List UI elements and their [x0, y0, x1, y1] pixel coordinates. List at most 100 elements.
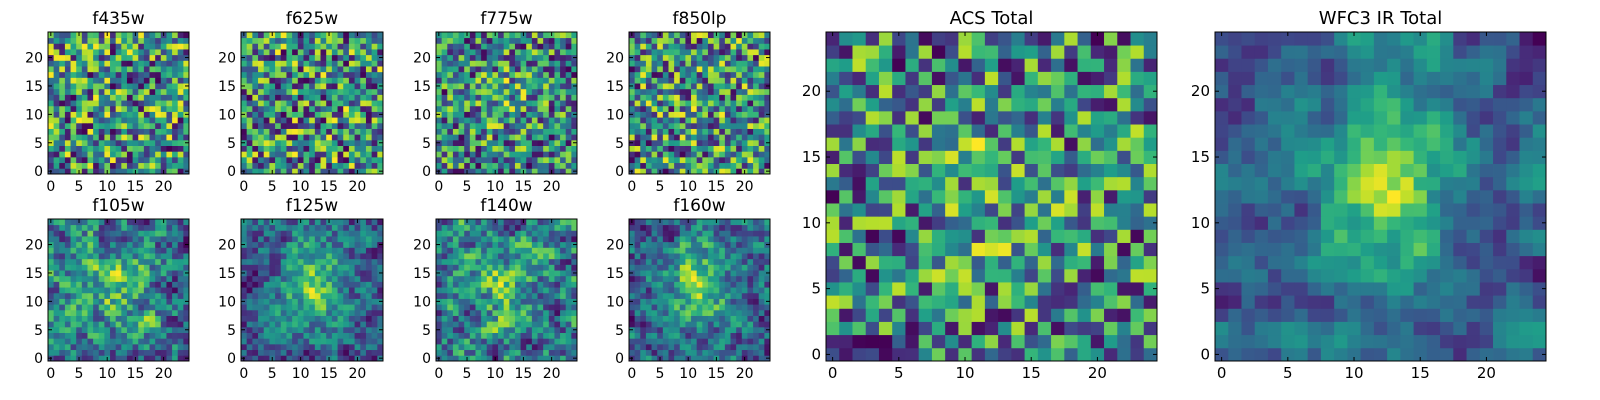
heatmap-cell	[348, 151, 355, 158]
heatmap-cell	[320, 94, 327, 101]
heatmap-cell	[520, 321, 527, 328]
x-tick-label: 20	[155, 366, 173, 382]
heatmap-cell	[155, 145, 162, 152]
heatmap-cell	[679, 128, 686, 135]
heatmap-cell	[475, 122, 482, 129]
heatmap-cell	[571, 77, 578, 84]
heatmap-cell	[59, 151, 66, 158]
heatmap-cell	[691, 37, 698, 44]
heatmap-cell	[668, 37, 675, 44]
heatmap-cell	[679, 292, 686, 299]
heatmap-cell	[149, 60, 156, 67]
heatmap-cell	[458, 134, 465, 141]
heatmap-cell	[458, 111, 465, 118]
heatmap-cell	[126, 292, 133, 299]
heatmap-cell	[70, 236, 77, 243]
heatmap-cell	[331, 304, 338, 311]
heatmap-cell	[747, 275, 754, 282]
heatmap-cell	[320, 54, 327, 61]
heatmap-cell	[481, 292, 488, 299]
heatmap-cell	[183, 128, 190, 135]
heatmap-cell	[258, 247, 265, 254]
heatmap-cell	[668, 66, 675, 73]
heatmap-cell	[241, 151, 248, 158]
heatmap-cell	[98, 304, 105, 311]
heatmap-cell	[126, 77, 133, 84]
heatmap-cell	[548, 71, 555, 78]
heatmap-cell	[155, 94, 162, 101]
heatmap-cell	[498, 332, 505, 339]
heatmap-cell	[554, 309, 561, 316]
heatmap-cell	[64, 139, 71, 146]
heatmap-cell	[696, 128, 703, 135]
heatmap-cell	[526, 270, 533, 277]
heatmap-cell	[713, 349, 720, 356]
heatmap-cell	[764, 338, 771, 345]
heatmap-cell	[481, 156, 488, 164]
heatmap-cell	[138, 49, 145, 56]
heatmap-cell	[560, 122, 567, 129]
heatmap-cell	[640, 43, 647, 50]
heatmap-cell	[526, 43, 533, 50]
heatmap-cell	[447, 43, 454, 50]
heatmap-cell	[143, 219, 150, 226]
heatmap-cell	[115, 71, 122, 78]
heatmap-cell	[674, 54, 681, 61]
heatmap-cell	[177, 298, 184, 305]
heatmap-cell	[452, 298, 459, 305]
heatmap-cell	[360, 66, 367, 73]
heatmap-cell	[320, 151, 327, 158]
heatmap-cell	[303, 219, 310, 226]
heatmap-cell	[246, 292, 253, 299]
heatmap-cell	[719, 315, 726, 322]
heatmap-cell	[138, 111, 145, 118]
heatmap-cell	[303, 43, 310, 50]
heatmap-cell	[98, 100, 105, 107]
heatmap-cell	[662, 66, 669, 73]
heatmap-cell	[662, 54, 669, 61]
heatmap-cell	[126, 315, 133, 322]
heatmap-cell	[447, 49, 454, 56]
heatmap-cell	[331, 292, 338, 299]
heatmap-cell	[297, 338, 304, 345]
heatmap-cell	[343, 32, 350, 39]
heatmap-cell	[498, 100, 505, 107]
heatmap-cell	[126, 355, 133, 362]
heatmap-cell	[668, 32, 675, 39]
heatmap-cell	[292, 326, 299, 333]
heatmap-cell	[520, 236, 527, 243]
heatmap-cell	[371, 224, 378, 231]
heatmap-cell	[679, 139, 686, 146]
heatmap-cell	[452, 162, 459, 169]
heatmap-cell	[509, 139, 516, 146]
heatmap-cell	[481, 264, 488, 271]
heatmap-cell	[548, 37, 555, 44]
heatmap-cell	[314, 298, 321, 305]
heatmap-cell	[326, 338, 333, 345]
heatmap-cell	[543, 134, 550, 141]
heatmap-cell	[736, 321, 743, 328]
heatmap-cell	[354, 309, 361, 316]
heatmap-cell	[498, 94, 505, 101]
heatmap-cell	[70, 343, 77, 351]
heatmap-cell	[104, 224, 111, 231]
heatmap-cell	[286, 88, 293, 95]
heatmap-cell	[458, 253, 465, 260]
y-tick-label: 0	[34, 164, 43, 180]
heatmap-cell	[662, 338, 669, 345]
heatmap-cell	[634, 292, 641, 299]
heatmap-cell	[126, 253, 133, 260]
heatmap-cell	[132, 230, 139, 237]
heatmap-cell	[509, 162, 516, 169]
heatmap-cell	[98, 162, 105, 169]
heatmap-cell	[155, 77, 162, 84]
heatmap-cell	[377, 162, 384, 169]
heatmap-cell	[492, 241, 499, 248]
heatmap-cell	[258, 349, 265, 356]
heatmap-cell	[492, 264, 499, 271]
heatmap-cell	[377, 321, 384, 328]
x-tick-label: 15	[708, 179, 726, 195]
heatmap-cell	[645, 304, 652, 311]
heatmap-cell	[531, 236, 538, 243]
heatmap-cell	[104, 253, 111, 260]
